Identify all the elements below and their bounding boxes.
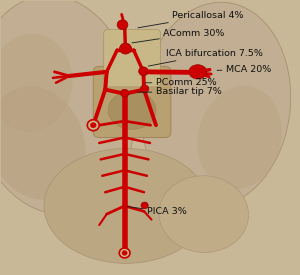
Ellipse shape bbox=[0, 0, 135, 214]
Ellipse shape bbox=[0, 34, 73, 132]
Circle shape bbox=[87, 120, 99, 131]
Ellipse shape bbox=[139, 67, 148, 76]
Ellipse shape bbox=[141, 2, 291, 207]
Circle shape bbox=[122, 251, 127, 255]
Text: AComm 30%: AComm 30% bbox=[132, 29, 225, 43]
Circle shape bbox=[119, 248, 130, 258]
Ellipse shape bbox=[120, 89, 129, 97]
Text: Pericallosal 4%: Pericallosal 4% bbox=[138, 11, 244, 28]
Ellipse shape bbox=[117, 20, 128, 30]
Text: MCA 20%: MCA 20% bbox=[217, 65, 272, 74]
FancyBboxPatch shape bbox=[104, 29, 160, 87]
Ellipse shape bbox=[141, 202, 148, 209]
Ellipse shape bbox=[159, 176, 248, 252]
Text: ICA bifurcation 7.5%: ICA bifurcation 7.5% bbox=[148, 49, 263, 66]
Text: PICA 3%: PICA 3% bbox=[128, 207, 187, 216]
Ellipse shape bbox=[0, 86, 85, 200]
Ellipse shape bbox=[189, 65, 207, 79]
Ellipse shape bbox=[44, 148, 208, 263]
Text: PComm 25%: PComm 25% bbox=[146, 78, 217, 87]
Text: Basilar tip 7%: Basilar tip 7% bbox=[138, 87, 222, 96]
Ellipse shape bbox=[197, 86, 282, 189]
Ellipse shape bbox=[140, 85, 149, 93]
Ellipse shape bbox=[108, 91, 156, 129]
Ellipse shape bbox=[119, 43, 131, 54]
FancyBboxPatch shape bbox=[93, 66, 171, 138]
Circle shape bbox=[90, 122, 96, 128]
